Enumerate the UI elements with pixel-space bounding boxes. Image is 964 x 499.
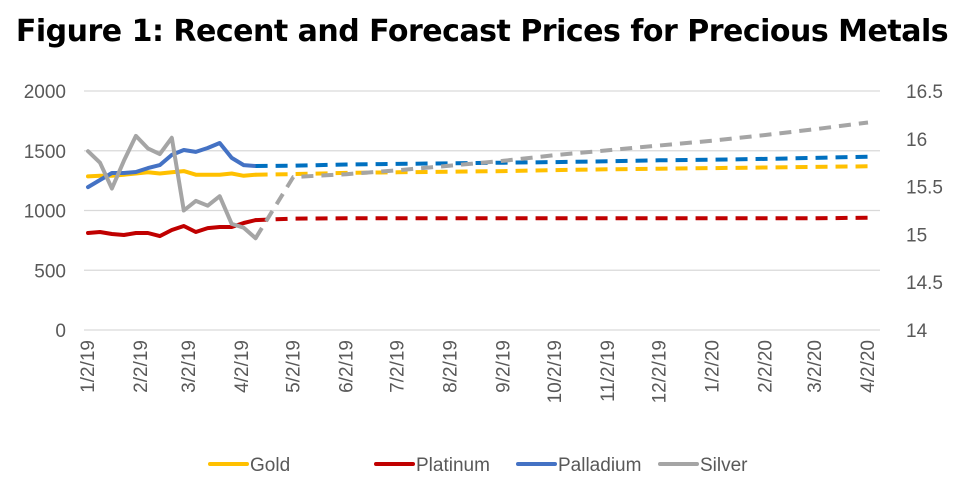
palladium-forecast-line <box>255 154 869 168</box>
silver-actual-line <box>86 133 258 241</box>
platinum-forecast-line <box>255 215 869 223</box>
x-tick-label: 10/2/19 <box>545 340 566 403</box>
x-tick-label: 8/2/19 <box>441 340 462 393</box>
x-tick-label: 6/2/19 <box>336 340 357 393</box>
y-right-tick-label: 15.5 <box>906 178 943 199</box>
x-tick-label: 4/2/19 <box>232 340 253 393</box>
legend-label-palladium: Palladium <box>558 455 641 476</box>
x-tick-label: 7/2/19 <box>388 340 409 393</box>
x-tick-label: 2/2/20 <box>755 340 776 393</box>
y-left-tick-label: 500 <box>34 261 66 282</box>
silver-forecast-line <box>253 120 869 240</box>
chart-title: Figure 1: Recent and Forecast Prices for… <box>15 14 949 49</box>
x-tick-label: 3/2/20 <box>805 340 826 393</box>
x-tick-label: 2/2/19 <box>131 340 152 393</box>
x-tick-label: 5/2/19 <box>283 340 304 393</box>
y-left-tick-label: 2000 <box>24 82 66 103</box>
x-tick-label: 4/2/20 <box>858 340 879 393</box>
x-tick-label: 1/2/19 <box>78 340 99 393</box>
platinum-actual-line <box>86 218 258 239</box>
y-left-tick-label: 0 <box>55 321 66 342</box>
x-tick-label: 11/2/19 <box>598 340 619 402</box>
y-left-tick-label: 1000 <box>24 202 66 223</box>
x-tick-label: 3/2/19 <box>179 340 200 393</box>
y-right-tick-label: 16.5 <box>906 82 943 103</box>
y-right-tick-label: 15 <box>906 225 927 246</box>
legend-label-gold: Gold <box>250 455 290 476</box>
legend-label-platinum: Platinum <box>416 455 490 476</box>
x-tick-label: 1/2/20 <box>702 340 723 393</box>
y-left-tick-label: 1500 <box>24 142 66 163</box>
legend-label-silver: Silver <box>700 455 748 476</box>
palladium-actual-line <box>86 141 258 190</box>
x-tick-label: 9/2/19 <box>494 340 515 393</box>
x-tick-label: 12/2/19 <box>649 340 670 403</box>
y-right-tick-label: 16 <box>906 130 927 151</box>
y-right-tick-label: 14 <box>906 321 928 342</box>
y-right-tick-label: 14.5 <box>906 273 943 294</box>
